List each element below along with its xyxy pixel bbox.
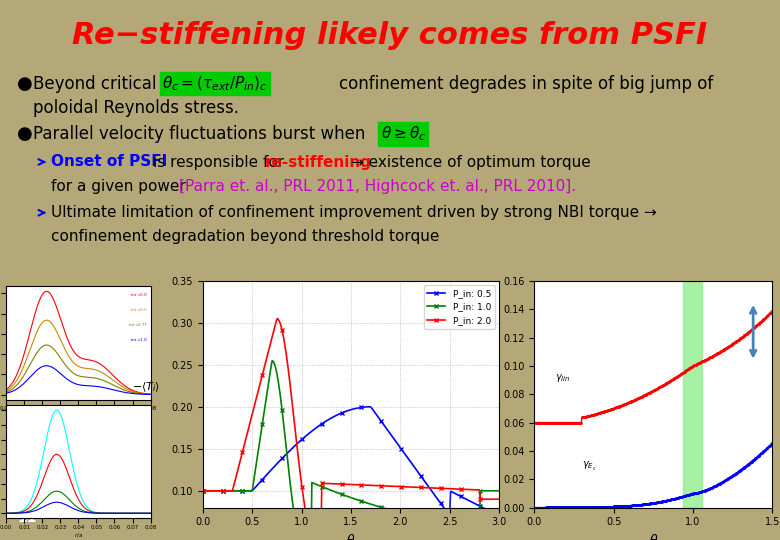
Text: confinement degrades in spite of big jump of: confinement degrades in spite of big jum… — [339, 75, 714, 93]
Text: Onset of PSFI: Onset of PSFI — [51, 154, 168, 170]
P_in: 1.0: (2.74, 0.0541): 1.0: (2.74, 0.0541) — [469, 526, 478, 532]
Text: 11: 11 — [17, 511, 37, 525]
P_in: 0.5: (1.85, 0.176): 0.5: (1.85, 0.176) — [381, 423, 390, 430]
Text: $\theta\geq\theta_c$: $\theta\geq\theta_c$ — [381, 125, 426, 143]
P_in: 0.5: (1.79, 0.186): 0.5: (1.79, 0.186) — [374, 415, 384, 422]
P_in: 1.0: (0.01, 0.1): 1.0: (0.01, 0.1) — [199, 488, 208, 494]
Line: P_in: 0.5: P_in: 0.5 — [200, 404, 502, 518]
Text: is responsible for: is responsible for — [153, 154, 284, 170]
Line: P_in: 2.0: P_in: 2.0 — [200, 316, 502, 540]
P_in: 0.5: (0.01, 0.1): 0.5: (0.01, 0.1) — [199, 488, 208, 494]
Text: $\gamma_{lin}$: $\gamma_{lin}$ — [555, 372, 570, 384]
Text: Ultimate limitation of confinement improvement driven by strong NBI torque →: Ultimate limitation of confinement impro… — [51, 205, 658, 220]
P_in: 1.0: (0, 0.1): 1.0: (0, 0.1) — [198, 488, 207, 494]
P_in: 0.5: (0, 0.1): 0.5: (0, 0.1) — [198, 488, 207, 494]
Text: $\theta_c=(\tau_{ext}/P_{in})_c$: $\theta_c=(\tau_{ext}/P_{in})_c$ — [162, 75, 268, 93]
P_in: 2.0: (1.86, 0.106): 2.0: (1.86, 0.106) — [381, 483, 391, 489]
P_in: 0.5: (3, 0.07): 0.5: (3, 0.07) — [495, 513, 504, 519]
Text: Beyond critical: Beyond critical — [33, 75, 156, 93]
Line: P_in: 1.0: P_in: 1.0 — [200, 359, 502, 540]
Text: [Parra et. al., PRL 2011, Highcock et. al., PRL 2010].: [Parra et. al., PRL 2011, Highcock et. a… — [179, 179, 576, 194]
Text: → existence of optimum torque: → existence of optimum torque — [351, 154, 590, 170]
Text: for a given power: for a given power — [51, 179, 186, 194]
Text: ●: ● — [17, 125, 33, 143]
Text: Parallel velocity fluctuations burst when: Parallel velocity fluctuations burst whe… — [33, 125, 365, 143]
P_in: 2.0: (3, 0.09): 2.0: (3, 0.09) — [495, 496, 504, 502]
Text: re-stiffening: re-stiffening — [264, 154, 371, 170]
P_in: 2.0: (2.74, 0.101): 2.0: (2.74, 0.101) — [469, 487, 478, 493]
P_in: 2.0: (0.753, 0.305): 2.0: (0.753, 0.305) — [272, 315, 282, 322]
Text: $\tau_{ext}$=0.5: $\tau_{ext}$=0.5 — [129, 307, 147, 314]
P_in: 1.0: (1.81, 0.0803): 1.0: (1.81, 0.0803) — [377, 504, 386, 511]
P_in: 2.0: (0, 0.1): 2.0: (0, 0.1) — [198, 488, 207, 494]
Legend: P_in: 0.5, P_in: 1.0, P_in: 2.0: P_in: 0.5, P_in: 1.0, P_in: 2.0 — [424, 285, 495, 328]
Text: $\gamma_{E_c}$: $\gamma_{E_c}$ — [582, 460, 597, 473]
P_in: 2.0: (1.8, 0.106): 2.0: (1.8, 0.106) — [375, 483, 385, 489]
Text: poloidal Reynolds stress.: poloidal Reynolds stress. — [33, 99, 239, 117]
Text: confinement degradation beyond threshold torque: confinement degradation beyond threshold… — [51, 229, 440, 244]
X-axis label: $\theta$: $\theta$ — [648, 533, 658, 540]
P_in: 1.0: (2.55, 0.0585): 1.0: (2.55, 0.0585) — [450, 522, 459, 529]
P_in: 2.0: (1.81, 0.106): 2.0: (1.81, 0.106) — [377, 483, 386, 489]
P_in: 0.5: (1.7, 0.2): 0.5: (1.7, 0.2) — [366, 403, 375, 410]
Text: $\tau_{ext}$=0.0: $\tau_{ext}$=0.0 — [129, 292, 147, 300]
X-axis label: $\theta$: $\theta$ — [346, 533, 356, 540]
Text: $\tau_{ext}$=0.77: $\tau_{ext}$=0.77 — [126, 321, 147, 329]
Text: ●: ● — [17, 75, 33, 93]
P_in: 0.5: (1.8, 0.184): 0.5: (1.8, 0.184) — [375, 417, 385, 423]
P_in: 0.5: (2.54, 0.0977): 0.5: (2.54, 0.0977) — [449, 489, 459, 496]
Y-axis label: $-\langle T_i\rangle$: $-\langle T_i\rangle$ — [133, 381, 161, 394]
P_in: 2.0: (0.01, 0.1): 2.0: (0.01, 0.1) — [199, 488, 208, 494]
Bar — [683, 281, 703, 508]
Text: $\tau_{ext}$=1.0: $\tau_{ext}$=1.0 — [129, 336, 147, 343]
Text: Re−stiffening likely comes from PSFI: Re−stiffening likely comes from PSFI — [73, 21, 707, 50]
P_in: 1.0: (1.86, 0.0785): 1.0: (1.86, 0.0785) — [381, 505, 391, 512]
P_in: 0.5: (2.73, 0.0863): 0.5: (2.73, 0.0863) — [468, 499, 477, 505]
P_in: 1.0: (0.702, 0.255): 1.0: (0.702, 0.255) — [268, 357, 277, 364]
P_in: 2.0: (2.55, 0.102): 2.0: (2.55, 0.102) — [450, 485, 459, 492]
P_in: 1.0: (1.8, 0.0806): 1.0: (1.8, 0.0806) — [375, 504, 385, 510]
P_in: 1.0: (3, 0.1): 1.0: (3, 0.1) — [495, 488, 504, 494]
X-axis label: $r/a$: $r/a$ — [74, 531, 83, 539]
